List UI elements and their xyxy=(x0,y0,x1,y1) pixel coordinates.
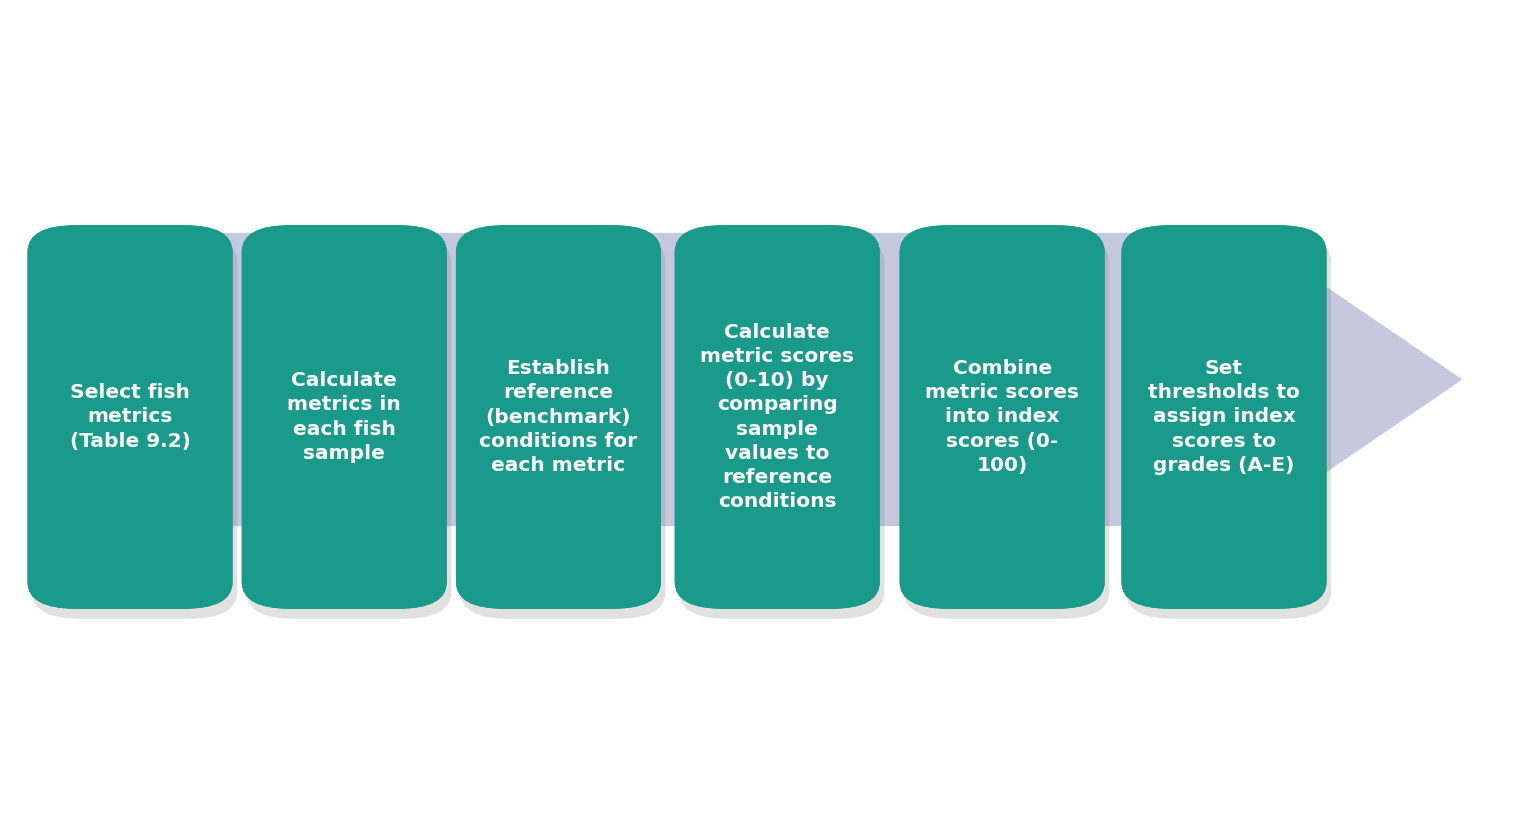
FancyBboxPatch shape xyxy=(904,235,1109,619)
FancyBboxPatch shape xyxy=(28,225,233,609)
FancyBboxPatch shape xyxy=(456,225,661,609)
FancyBboxPatch shape xyxy=(242,225,447,609)
Text: Establish
reference
(benchmark)
conditions for
each metric: Establish reference (benchmark) conditio… xyxy=(479,359,638,475)
FancyBboxPatch shape xyxy=(32,235,237,619)
FancyBboxPatch shape xyxy=(242,225,447,609)
Text: Set
thresholds to
assign index
scores to
grades (A-E): Set thresholds to assign index scores to… xyxy=(1148,359,1300,475)
FancyBboxPatch shape xyxy=(1121,225,1327,609)
Polygon shape xyxy=(138,234,1461,525)
Text: Calculate
metric scores
(0-10) by
comparing
sample
values to
reference
condition: Calculate metric scores (0-10) by compar… xyxy=(701,323,854,511)
FancyBboxPatch shape xyxy=(900,225,1105,609)
FancyBboxPatch shape xyxy=(456,225,661,609)
Text: Combine
metric scores
into index
scores (0-
100): Combine metric scores into index scores … xyxy=(926,359,1079,475)
FancyBboxPatch shape xyxy=(1126,235,1331,619)
FancyBboxPatch shape xyxy=(461,235,666,619)
Text: Calculate
metrics in
each fish
sample: Calculate metrics in each fish sample xyxy=(288,371,401,463)
FancyBboxPatch shape xyxy=(675,225,880,609)
FancyBboxPatch shape xyxy=(900,225,1105,609)
FancyBboxPatch shape xyxy=(246,235,451,619)
FancyBboxPatch shape xyxy=(675,225,880,609)
FancyBboxPatch shape xyxy=(28,225,233,609)
Text: Select fish
metrics
(Table 9.2): Select fish metrics (Table 9.2) xyxy=(69,384,191,450)
FancyBboxPatch shape xyxy=(679,235,884,619)
FancyBboxPatch shape xyxy=(1121,225,1327,609)
